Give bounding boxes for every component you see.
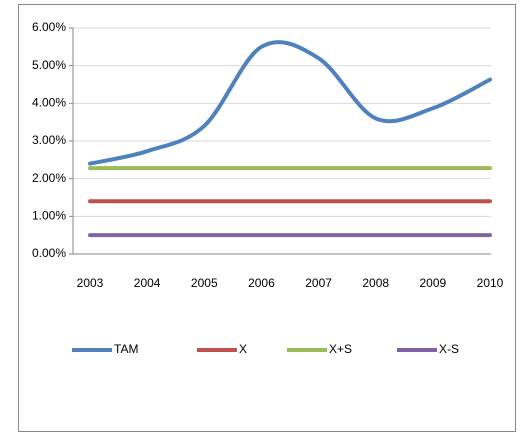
x-tick-label: 2008 — [362, 276, 389, 290]
y-tick-label: 6.00% — [32, 20, 66, 34]
x-tick-label: 2003 — [77, 276, 104, 290]
legend-label: TAM — [114, 342, 138, 356]
legend-label: X — [239, 342, 247, 356]
y-tick-label: 2.00% — [32, 171, 66, 185]
series-line — [88, 40, 492, 166]
x-tick-label: 2006 — [248, 276, 275, 290]
y-tick-label: 3.00% — [32, 133, 66, 147]
x-tick-label: 2005 — [191, 276, 218, 290]
x-tick-label: 2009 — [420, 276, 447, 290]
legend-label: X+S — [329, 342, 352, 356]
y-tick-label: 4.00% — [32, 96, 66, 110]
y-tick-label: 1.00% — [32, 209, 66, 223]
x-tick-label: 2007 — [305, 276, 332, 290]
x-tick-label: 2010 — [477, 276, 504, 290]
x-tick-label: 2004 — [134, 276, 161, 290]
legend-label: X-S — [439, 342, 459, 356]
chart-border — [18, 4, 516, 432]
y-tick-label: 0.00% — [32, 246, 66, 260]
y-tick-label: 5.00% — [32, 58, 66, 72]
